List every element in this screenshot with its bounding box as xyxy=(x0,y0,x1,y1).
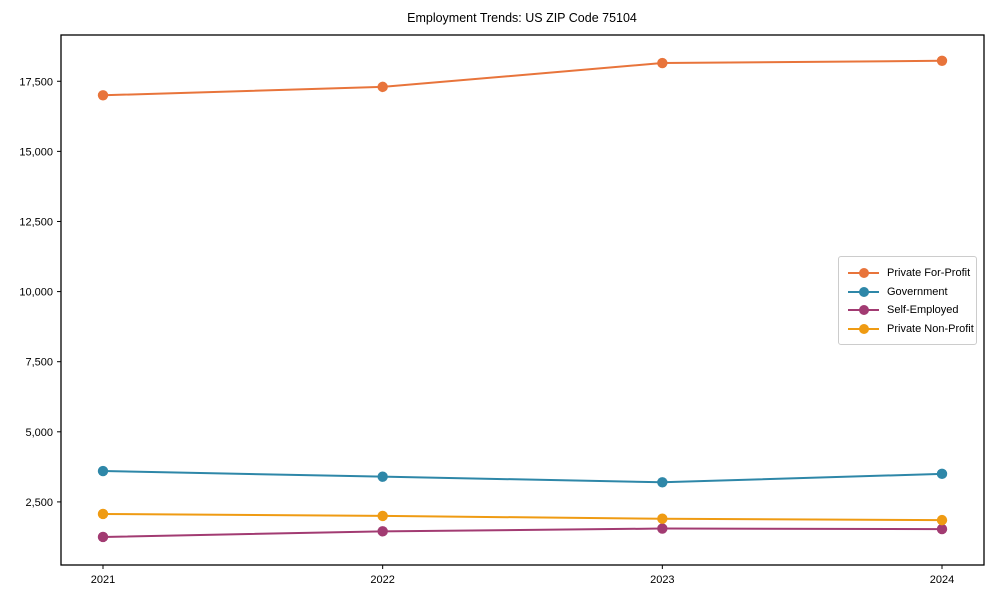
data-point-self-employed-2021 xyxy=(97,531,109,543)
x-tick-label: 2024 xyxy=(930,574,954,586)
data-point-private-for-profit-2021 xyxy=(97,90,109,101)
legend-dot-sample xyxy=(858,286,869,297)
legend-swatch xyxy=(848,323,879,334)
data-point-self-employed-2022 xyxy=(377,526,388,537)
data-point-government-2022 xyxy=(377,471,388,482)
data-point-private-for-profit-2024 xyxy=(936,55,948,66)
legend-item-label: Private For-Profit xyxy=(887,267,971,280)
x-tick-label: 2023 xyxy=(650,574,674,586)
series-line-private-non-profit xyxy=(102,512,943,522)
y-tick-label: 5,000 xyxy=(25,427,53,439)
data-point-government-2024 xyxy=(936,468,948,480)
data-point-private-non-profit-2022 xyxy=(377,510,388,522)
y-tick-label: 15,000 xyxy=(19,146,53,158)
data-point-private-non-profit-2024 xyxy=(936,514,948,526)
data-point-private-non-profit-2023 xyxy=(657,513,668,524)
legend-dot-sample xyxy=(858,268,869,279)
legend-dot-sample xyxy=(858,305,869,316)
data-point-private-non-profit-2021 xyxy=(97,508,109,520)
legend: Private For-Profit Government Self-Employe… xyxy=(838,256,977,345)
legend-swatch xyxy=(848,286,879,297)
y-tick-label: 7,500 xyxy=(25,357,53,369)
data-point-self-employed-2024 xyxy=(936,523,948,535)
legend-item-self-employed: Self-Employed xyxy=(848,301,968,320)
legend-item-private-non-profit: Private Non-Profit xyxy=(848,320,974,339)
x-tick-label: 2021 xyxy=(91,574,115,586)
data-point-self-employed-2023 xyxy=(657,523,668,534)
series-line-self-employed xyxy=(102,527,943,538)
axis-frame xyxy=(60,34,985,566)
y-tick-label: 10,000 xyxy=(19,287,53,299)
legend-item-private-for-profit: Private For-Profit xyxy=(848,264,971,283)
legend-item-government: Government xyxy=(848,283,968,302)
legend-item-label: Self-Employed xyxy=(887,304,959,317)
data-point-private-for-profit-2022 xyxy=(377,81,388,93)
legend-dot-sample xyxy=(858,323,869,334)
series-line-private-for-profit xyxy=(102,59,943,97)
plot-area: 2,500 5,000 7,500 10,000 12,500 15,000 17,500 2… xyxy=(19,34,985,586)
y-tick-label: 17,500 xyxy=(19,76,53,88)
data-point-government-2023 xyxy=(657,477,668,488)
series-line-government xyxy=(102,470,943,484)
chart-title: Employment Trends: US ZIP Code 75104 xyxy=(407,11,637,25)
x-tick-label: 2022 xyxy=(370,574,394,586)
data-point-private-for-profit-2023 xyxy=(657,57,668,69)
legend-swatch xyxy=(848,268,879,279)
y-tick-label: 2,500 xyxy=(25,497,53,509)
legend-swatch xyxy=(848,305,879,316)
legend-item-label: Private Non-Profit xyxy=(887,322,974,335)
legend-item-label: Government xyxy=(887,285,948,298)
y-tick-label: 12,500 xyxy=(19,216,53,228)
data-point-government-2021 xyxy=(97,465,109,477)
